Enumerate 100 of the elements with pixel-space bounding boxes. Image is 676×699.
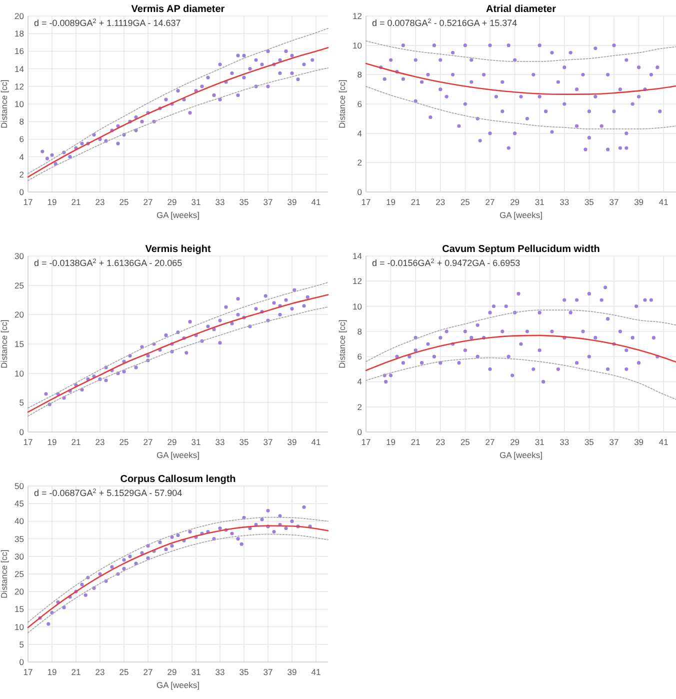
- point: [230, 322, 234, 326]
- x-tick-label: 17: [361, 437, 371, 447]
- x-tick-label: 27: [143, 437, 153, 447]
- point: [176, 533, 180, 538]
- x-tick-label: 37: [263, 197, 273, 207]
- point: [212, 93, 216, 97]
- x-tick-label: 27: [485, 197, 495, 207]
- y-tick-label: 10: [14, 98, 24, 109]
- point: [302, 304, 306, 308]
- x-tick-label: 31: [191, 667, 201, 677]
- point: [218, 62, 222, 66]
- point: [116, 142, 120, 146]
- point: [158, 540, 162, 544]
- point: [134, 128, 138, 132]
- x-tick-label: 21: [71, 667, 81, 677]
- y-tick-label: 50: [14, 480, 24, 491]
- point: [310, 58, 314, 62]
- point: [45, 156, 49, 160]
- chart-title: Vermis AP diameter: [131, 4, 225, 15]
- point: [164, 98, 168, 102]
- point: [290, 54, 294, 58]
- x-tick-label: 23: [95, 437, 105, 447]
- x-axis-title: GA [weeks]: [156, 680, 200, 690]
- y-axis-title: Distance [cc]: [0, 550, 9, 598]
- point: [98, 572, 102, 576]
- chart-title: Atrial diameter: [486, 4, 556, 15]
- point: [146, 354, 150, 358]
- y-tick-label: 40: [14, 516, 24, 526]
- x-tick-label: 21: [410, 437, 421, 447]
- y-tick-label: 16: [14, 46, 24, 56]
- point: [218, 526, 222, 530]
- x-tick-label: 29: [510, 197, 520, 207]
- point: [266, 508, 270, 512]
- point: [218, 318, 222, 322]
- point: [170, 544, 174, 548]
- x-tick-label: 25: [119, 667, 129, 677]
- y-tick-label: 6: [19, 134, 24, 144]
- point: [122, 566, 126, 571]
- y-tick-label: 4: [357, 128, 362, 138]
- point: [134, 562, 138, 566]
- point: [116, 124, 120, 128]
- point: [278, 71, 282, 75]
- x-axis-title: GA [weeks]: [156, 450, 200, 460]
- x-tick-label: 39: [287, 667, 297, 677]
- x-tick-label: 37: [263, 667, 273, 677]
- x-tick-label: 39: [287, 437, 297, 447]
- point: [218, 98, 222, 102]
- x-tick-label: 19: [386, 437, 396, 447]
- point: [230, 71, 234, 75]
- point: [296, 78, 300, 82]
- point: [284, 526, 288, 530]
- y-tick-label: 6: [357, 98, 362, 109]
- x-tick-label: 33: [560, 437, 570, 447]
- x-axis-title: GA [weeks]: [156, 210, 200, 220]
- y-tick-label: 6: [357, 352, 362, 362]
- x-tick-label: 23: [436, 437, 446, 447]
- point: [50, 153, 54, 157]
- x-tick-label: 33: [560, 197, 570, 207]
- point: [206, 76, 210, 80]
- point: [146, 556, 150, 560]
- y-tick-label: 20: [14, 586, 24, 597]
- point: [230, 532, 234, 536]
- x-tick-label: 37: [609, 437, 619, 447]
- x-tick-label: 29: [167, 437, 177, 447]
- x-tick-label: 31: [534, 437, 545, 447]
- point: [200, 84, 204, 88]
- y-tick-label: 5: [19, 398, 24, 408]
- y-tick-label: 0: [19, 186, 24, 197]
- line-series: [366, 357, 676, 400]
- x-tick-label: 23: [95, 197, 105, 207]
- point: [224, 305, 228, 309]
- point: [122, 558, 126, 562]
- y-tick-label: 12: [352, 276, 362, 286]
- x-tick-label: 33: [215, 197, 225, 207]
- x-tick-label: 21: [410, 197, 421, 207]
- point: [284, 49, 288, 53]
- point: [140, 120, 144, 124]
- point: [218, 341, 222, 345]
- point: [184, 351, 188, 355]
- point: [236, 54, 240, 58]
- point: [290, 519, 294, 523]
- x-tick-label: 31: [191, 437, 201, 447]
- x-tick-label: 23: [436, 197, 446, 207]
- y-tick-label: 12: [352, 10, 362, 21]
- line-series: [27, 47, 329, 178]
- y-tick-label: 0: [357, 426, 362, 437]
- x-tick-label: 31: [534, 197, 545, 207]
- y-tick-label: 14: [14, 64, 24, 74]
- x-tick-label: 19: [47, 437, 57, 447]
- y-tick-label: 10: [352, 40, 362, 50]
- x-tick-label: 31: [191, 197, 201, 207]
- point: [242, 76, 246, 80]
- y-tick-label: 4: [19, 152, 24, 162]
- y-tick-label: 30: [14, 551, 24, 562]
- line-series: [366, 40, 676, 62]
- point: [164, 333, 168, 337]
- point: [272, 530, 276, 534]
- x-tick-label: 19: [47, 197, 57, 207]
- point: [260, 62, 264, 66]
- y-tick-label: 25: [14, 280, 24, 290]
